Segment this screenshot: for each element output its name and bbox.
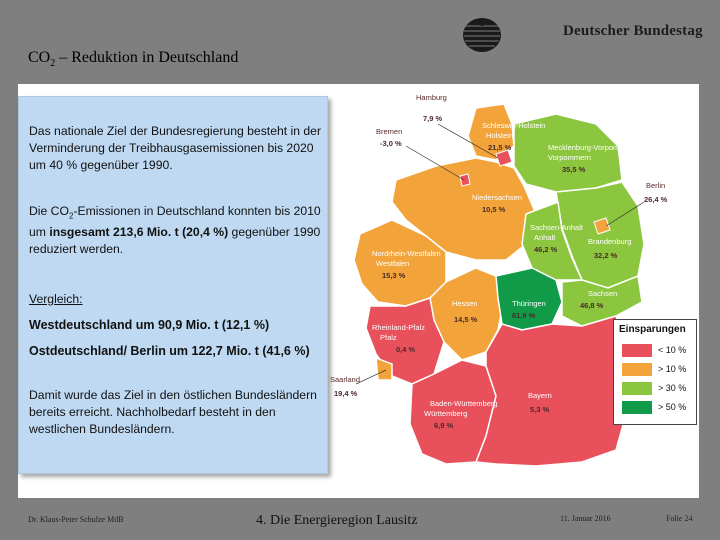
svg-text:0,4 %: 0,4 % <box>396 345 416 354</box>
info-text-east: Ostdeutschland/ Berlin um 122,7 Mio. t (… <box>29 344 310 358</box>
legend-item: < 10 % <box>622 344 696 358</box>
svg-text:Hessen: Hessen <box>452 299 477 308</box>
state-saarland <box>375 356 393 381</box>
state-hamburg <box>495 149 513 167</box>
svg-text:Vorpommern: Vorpommern <box>548 153 591 162</box>
svg-text:21,5 %: 21,5 % <box>488 143 512 152</box>
svg-text:14,5 %: 14,5 % <box>454 315 478 324</box>
svg-text:35,5 %: 35,5 % <box>562 165 586 174</box>
svg-text:46,2 %: 46,2 % <box>534 245 558 254</box>
legend-title: Einsparungen <box>619 324 686 335</box>
organization-name: Deutscher Bundestag <box>563 23 703 39</box>
svg-text:5,3 %: 5,3 % <box>530 405 550 414</box>
state-berlin <box>593 217 611 235</box>
info-text-goal: Das nationale Ziel der Bundesregierung b… <box>29 124 322 172</box>
info-text-emissions: Die CO2-Emissionen in Deutschland konnte… <box>29 204 321 257</box>
svg-text:Sachsen-Anhalt: Sachsen-Anhalt <box>530 223 584 232</box>
legend-item: > 10 % <box>622 363 696 377</box>
svg-text:Pfalz: Pfalz <box>380 333 397 342</box>
footer-author: Dr. Klaus-Peter Schulze MdB <box>28 515 124 524</box>
svg-text:Baden-Württemberg: Baden-Württemberg <box>430 399 498 408</box>
svg-text:15,3 %: 15,3 % <box>382 271 406 280</box>
svg-text:6,9 %: 6,9 % <box>434 421 454 430</box>
svg-text:Saarland: Saarland <box>330 375 360 384</box>
info-text-comparison-heading: Vergleich: <box>29 292 83 306</box>
germany-map: Hamburg 7,9 % Bremen -3,0 % Schleswig-Ho… <box>330 93 668 467</box>
svg-text:Württemberg: Württemberg <box>424 409 467 418</box>
footer-slide-number: Folie 24 <box>666 514 693 523</box>
slide-title: CO2 – Reduktion in Deutschland <box>28 49 239 70</box>
svg-text:Nordrhein-Westfalen: Nordrhein-Westfalen <box>372 249 441 258</box>
svg-text:Schleswig-Holstein: Schleswig-Holstein <box>482 121 545 130</box>
svg-text:Holstein: Holstein <box>486 131 513 140</box>
svg-text:32,2 %: 32,2 % <box>594 251 618 260</box>
map-legend: Einsparungen < 10 % > 10 % > 30 % > 50 % <box>613 319 697 425</box>
info-text-west: Westdeutschland um 90,9 Mio. t (12,1 %) <box>29 318 270 332</box>
legend-item: > 50 % <box>622 401 696 415</box>
svg-text:Mecklenburg-Vorpommern: Mecklenburg-Vorpommern <box>548 143 636 152</box>
state-mecklenburg-vorpommern <box>513 113 623 193</box>
legend-swatch-darkgreen <box>622 401 652 414</box>
svg-text:Bayern: Bayern <box>528 391 552 400</box>
svg-text:Niedersachsen: Niedersachsen <box>472 193 522 202</box>
legend-swatch-red <box>622 344 652 357</box>
info-text-conclusion: Damit wurde das Ziel in den östlichen Bu… <box>29 388 317 436</box>
svg-text:Berlin: Berlin <box>646 181 665 190</box>
svg-text:46,8 %: 46,8 % <box>580 301 604 310</box>
svg-text:Hamburg: Hamburg <box>416 93 447 102</box>
legend-swatch-lightgreen <box>622 382 652 395</box>
state-bremen <box>459 173 471 187</box>
state-bayern <box>474 315 643 467</box>
svg-text:-3,0 %: -3,0 % <box>380 139 402 148</box>
svg-text:7,9 %: 7,9 % <box>423 114 443 123</box>
svg-text:Westfalen: Westfalen <box>376 259 409 268</box>
svg-text:Brandenburg: Brandenburg <box>588 237 631 246</box>
legend-item: > 30 % <box>622 382 696 396</box>
footer-date: 11. Januar 2016 <box>560 514 611 523</box>
svg-text:61,9 %: 61,9 % <box>512 311 536 320</box>
legend-swatch-orange <box>622 363 652 376</box>
svg-text:Thüringen: Thüringen <box>512 299 546 308</box>
info-box: Das nationale Ziel der Bundesregierung b… <box>18 96 328 474</box>
svg-text:Rheinland-Pfalz: Rheinland-Pfalz <box>372 323 425 332</box>
federal-eagle-logo <box>463 18 501 52</box>
svg-text:10,5 %: 10,5 % <box>482 205 506 214</box>
svg-text:Sachsen: Sachsen <box>588 289 617 298</box>
svg-text:19,4 %: 19,4 % <box>334 389 358 398</box>
svg-text:Bremen: Bremen <box>376 127 402 136</box>
svg-text:26,4 %: 26,4 % <box>644 195 668 204</box>
svg-text:Anhalt: Anhalt <box>534 233 556 242</box>
footer-section: 4. Die Energieregion Lausitz <box>256 513 418 528</box>
state-sachsen <box>561 274 643 327</box>
